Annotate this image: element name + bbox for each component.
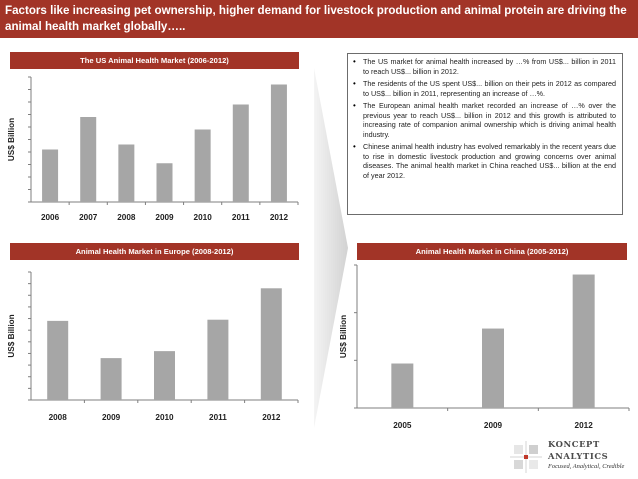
bullet-item: • The European animal health market reco… <box>353 101 616 139</box>
x-tick-label: 2010 <box>194 213 213 222</box>
x-tick-label: 2010 <box>155 413 174 422</box>
bullet-item: • Chinese animal health industry has evo… <box>353 142 616 180</box>
us-chart-title: The US Animal Health Market (2006-2012) <box>10 52 299 69</box>
bar-2012 <box>572 274 595 408</box>
bar-2006 <box>42 149 59 202</box>
us-bar-chart: 2006 2007 2008 2009 2010 2011 2012 US$ Billion <box>7 76 299 222</box>
x-tick-label: 2012 <box>262 413 281 422</box>
logo-name-line1: KONCEPT <box>548 439 600 449</box>
china-chart-title: Animal Health Market in China (2005-2012… <box>357 243 627 260</box>
bullet-text: The European animal health market record… <box>363 101 616 139</box>
bar-2009 <box>482 328 504 408</box>
bullet-dot-icon: • <box>353 57 356 66</box>
europe-bar-chart: 2008 2009 2010 2011 2012 US$ Billion <box>7 271 299 422</box>
key-points-box: • The US market for animal health increa… <box>347 53 623 215</box>
bullet-item: • The US market for animal health increa… <box>353 57 616 76</box>
bar-2007 <box>80 117 97 202</box>
x-tick-label: 2008 <box>117 213 136 222</box>
bullet-dot-icon: • <box>353 79 356 88</box>
bar-2008 <box>47 320 69 400</box>
bullet-dot-icon: • <box>353 101 356 110</box>
x-tick-label: 2009 <box>102 413 121 422</box>
bar-2012 <box>270 84 287 202</box>
bullet-item: • The residents of the US spent US$... b… <box>353 79 616 98</box>
x-tick-label: 2006 <box>41 213 60 222</box>
header-banner: Factors like increasing pet ownership, h… <box>0 0 638 38</box>
bar-2008 <box>118 144 135 202</box>
x-tick-label: 2011 <box>209 413 227 422</box>
china-bar-chart: 2005 2009 2012 US$ Billion <box>339 264 630 430</box>
x-tick-label: 2009 <box>484 421 503 430</box>
bullet-text: The US market for animal health increase… <box>363 57 616 76</box>
bar-2012 <box>260 288 282 400</box>
arrow-shape-icon <box>314 68 348 428</box>
bullet-text: The residents of the US spent US$... bil… <box>363 79 616 98</box>
bar-2009 <box>100 358 122 400</box>
company-logo: KONCEPT ANALYTICS Focused, Analytical, C… <box>508 437 628 475</box>
logo-tagline: Focused, Analytical, Credible <box>548 463 625 470</box>
x-tick-label: 2008 <box>49 413 68 422</box>
bar-2010 <box>194 129 211 202</box>
logo-mark-icon <box>510 441 542 473</box>
page-title: Factors like increasing pet ownership, h… <box>5 4 627 33</box>
x-tick-label: 2012 <box>270 213 289 222</box>
bar-2011 <box>232 104 249 202</box>
bar-2010 <box>154 351 175 400</box>
bullet-text: Chinese animal health industry has evolv… <box>363 142 616 180</box>
x-tick-label: 2007 <box>79 213 98 222</box>
bar-2011 <box>207 319 229 400</box>
x-tick-label: 2012 <box>575 421 594 430</box>
x-tick-label: 2011 <box>232 213 250 222</box>
x-tick-label: 2009 <box>155 213 174 222</box>
bar-2009 <box>156 163 173 202</box>
y-axis-label: US$ Billion <box>7 118 16 161</box>
logo-name-line2: ANALYTICS <box>548 451 609 461</box>
y-axis-label: US$ Billion <box>7 314 16 357</box>
bullet-dot-icon: • <box>353 142 356 151</box>
x-tick-label: 2005 <box>393 421 412 430</box>
y-axis-label: US$ Billion <box>339 315 348 358</box>
bar-2005 <box>391 363 414 408</box>
europe-chart-title: Animal Health Market in Europe (2008-201… <box>10 243 299 260</box>
